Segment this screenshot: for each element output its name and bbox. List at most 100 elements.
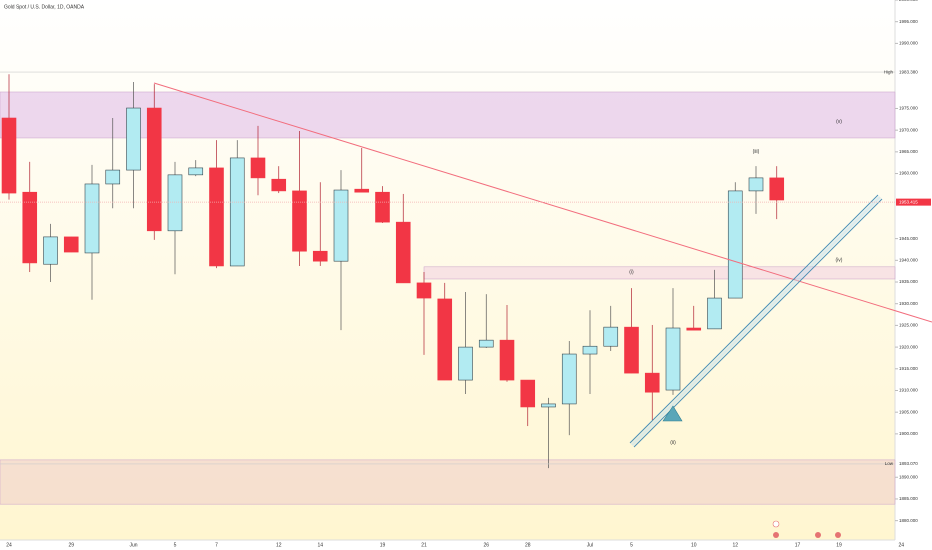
candle-body [624, 326, 639, 374]
wave-label: (i) [629, 269, 634, 275]
triangle-marker [662, 405, 683, 422]
y-tick-label: 1880.000 [899, 518, 918, 523]
candle-body [686, 327, 702, 331]
y-tick-label: 1960.000 [899, 171, 918, 176]
candle-body [354, 188, 370, 193]
candle-body [582, 345, 598, 355]
candle-body [63, 236, 79, 253]
y-tick-label: 2000.000 [899, 0, 918, 2]
price-marker-name: High [884, 69, 894, 74]
candle-body [146, 107, 162, 232]
flag-icon [773, 532, 779, 538]
candle-body [292, 190, 307, 252]
price-axis-background [895, 0, 932, 550]
x-tick-label: 5 [630, 542, 633, 548]
x-tick-label: 28 [525, 542, 531, 548]
channel-line [629, 194, 879, 444]
candle-body [561, 353, 577, 405]
y-tick-label: 1945.000 [899, 236, 918, 241]
x-tick-label: 5 [174, 542, 177, 548]
y-tick-label: 1970.000 [899, 127, 918, 132]
candle-body [644, 372, 660, 393]
y-tick-label: 1975.000 [899, 106, 918, 111]
wave-label: (iv) [836, 258, 843, 264]
candle-body [541, 403, 556, 408]
last-price-label: 1953.415 [899, 199, 918, 204]
candle-body [748, 177, 764, 192]
y-tick-label: 1965.000 [899, 149, 918, 154]
candle-body [769, 177, 785, 201]
candle-body [271, 178, 287, 192]
candle-body [727, 190, 743, 299]
x-tick-label: 26 [483, 542, 489, 548]
channel-fill [630, 195, 882, 447]
candle-body [520, 379, 536, 408]
candle-body [395, 221, 411, 284]
y-tick-label: 1925.000 [899, 323, 918, 328]
y-tick-label: 1890.000 [899, 474, 918, 479]
price-marker-label: 1893.070 [899, 461, 918, 466]
candle-body [333, 189, 349, 262]
channel-line [633, 198, 883, 448]
x-tick-label: 24 [898, 542, 904, 548]
candle-body [126, 107, 141, 171]
candle-body [229, 157, 245, 267]
y-tick-label: 1930.000 [899, 301, 918, 306]
x-tick-label: 7 [215, 542, 218, 548]
y-tick-label: 1910.000 [899, 388, 918, 393]
x-tick-label: 14 [317, 542, 323, 548]
x-tick-label: Jun [129, 542, 137, 548]
x-tick-label: 21 [421, 542, 427, 548]
price-marker-name: Low [885, 461, 894, 466]
candle-body [250, 157, 266, 179]
x-tick-label: 19 [836, 542, 842, 548]
candle-body [478, 339, 494, 348]
x-tick-label: 17 [795, 542, 801, 548]
flag-icon [835, 532, 841, 538]
y-tick-label: 1935.000 [899, 279, 918, 284]
candle-body [603, 326, 619, 347]
candle-body [707, 297, 722, 330]
x-tick-label: 29 [68, 542, 74, 548]
event-icon [772, 520, 780, 528]
zone [0, 459, 896, 505]
candle-body [665, 327, 681, 391]
y-tick-label: 1940.000 [899, 258, 918, 263]
y-tick-label: 1905.000 [899, 409, 918, 414]
y-tick-label: 1995.000 [899, 19, 918, 24]
candle-body [312, 250, 328, 262]
candle-body [167, 174, 183, 232]
candle-body [209, 167, 224, 267]
x-tick-label: 12 [276, 542, 282, 548]
x-tick-label: 12 [732, 542, 738, 548]
x-tick-label: 10 [691, 542, 697, 548]
candle-body [105, 169, 121, 185]
wave-label: (iii) [753, 149, 760, 155]
x-tick-label: 24 [6, 542, 12, 548]
candle-body [22, 191, 38, 264]
candle-body [437, 298, 453, 381]
candle-body [375, 191, 390, 223]
candle-body [84, 183, 100, 254]
price-marker-label: 1983.380 [899, 69, 918, 74]
wave-label: (v) [836, 119, 842, 125]
y-tick-label: 1990.000 [899, 41, 918, 46]
candle-body [416, 282, 432, 299]
candle-body [188, 167, 204, 176]
x-tick-label: 19 [380, 542, 386, 548]
flag-icon [815, 532, 821, 538]
last-price-box [896, 198, 931, 206]
y-tick-label: 1915.000 [899, 366, 918, 371]
candle-body [458, 346, 473, 381]
y-tick-label: 1900.000 [899, 431, 918, 436]
candle-body [43, 236, 58, 265]
x-tick-label: Jul [587, 542, 593, 548]
candle-body [1, 117, 17, 194]
zone [423, 266, 896, 280]
candle-body [499, 339, 515, 381]
chart-title: Gold Spot / U.S. Dollar, 1D, OANDA [4, 4, 85, 10]
y-tick-label: 1920.000 [899, 344, 918, 349]
y-tick-label: 1885.000 [899, 496, 918, 501]
